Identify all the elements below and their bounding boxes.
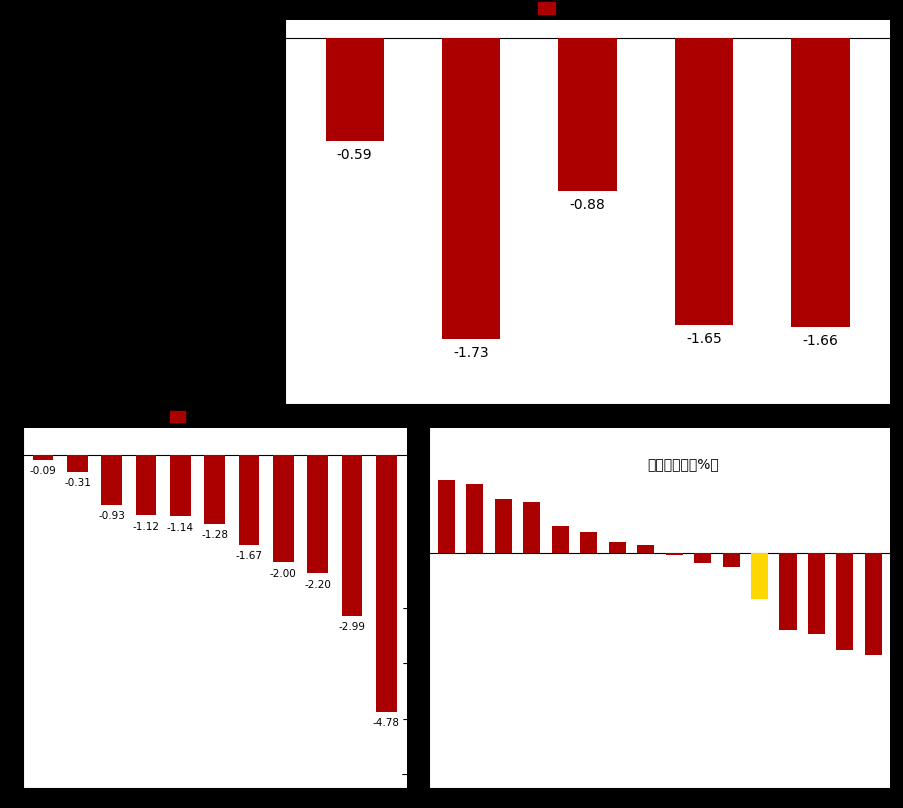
Text: -1.12: -1.12 xyxy=(133,522,160,532)
Bar xyxy=(442,38,499,339)
Text: -0.59: -0.59 xyxy=(337,148,372,162)
Bar xyxy=(325,38,384,141)
Bar xyxy=(67,455,88,472)
Text: -1.66: -1.66 xyxy=(802,335,838,348)
Text: -0.31: -0.31 xyxy=(64,478,91,488)
Text: -4.78: -4.78 xyxy=(372,718,399,728)
Text: -2.20: -2.20 xyxy=(303,579,330,590)
Bar xyxy=(238,455,259,545)
Bar xyxy=(204,455,225,524)
Text: -1.67: -1.67 xyxy=(236,551,262,561)
Text: -1.14: -1.14 xyxy=(167,523,193,532)
Text: -1.73: -1.73 xyxy=(452,347,489,360)
Text: -0.88: -0.88 xyxy=(569,198,605,213)
Text: -1.28: -1.28 xyxy=(201,530,228,541)
Bar xyxy=(790,38,849,327)
Text: -0.93: -0.93 xyxy=(98,511,126,521)
Bar xyxy=(466,484,483,553)
Bar xyxy=(376,455,396,712)
Bar xyxy=(437,480,454,553)
Bar xyxy=(778,553,796,629)
Bar xyxy=(807,553,824,633)
Bar xyxy=(637,545,654,553)
Text: -2.00: -2.00 xyxy=(270,569,296,579)
Bar xyxy=(721,553,739,567)
Bar xyxy=(580,532,597,553)
Text: -1.65: -1.65 xyxy=(685,332,721,347)
Bar xyxy=(694,553,711,562)
Bar xyxy=(750,553,768,599)
Bar xyxy=(523,503,540,553)
Bar xyxy=(675,38,732,326)
Bar xyxy=(135,455,156,516)
Text: -2.99: -2.99 xyxy=(338,622,365,632)
Bar xyxy=(608,542,625,553)
Bar xyxy=(307,455,328,573)
Bar xyxy=(665,553,682,555)
Bar xyxy=(170,455,191,516)
Bar xyxy=(33,455,53,460)
Legend: 一周涨跌幅（%）: 一周涨跌幅（%） xyxy=(532,0,642,22)
Bar xyxy=(494,499,511,553)
Legend: 一周涨跌幅（%）: 一周涨跌幅（%） xyxy=(164,406,265,429)
Bar xyxy=(101,455,122,505)
Bar xyxy=(341,455,362,616)
Bar xyxy=(558,38,616,191)
Bar xyxy=(273,455,293,562)
Bar xyxy=(551,526,568,553)
Bar xyxy=(835,553,852,650)
Text: 一周涨跌幅（%）: 一周涨跌幅（%） xyxy=(647,457,718,471)
Bar xyxy=(864,553,881,655)
Text: -0.09: -0.09 xyxy=(30,466,57,477)
